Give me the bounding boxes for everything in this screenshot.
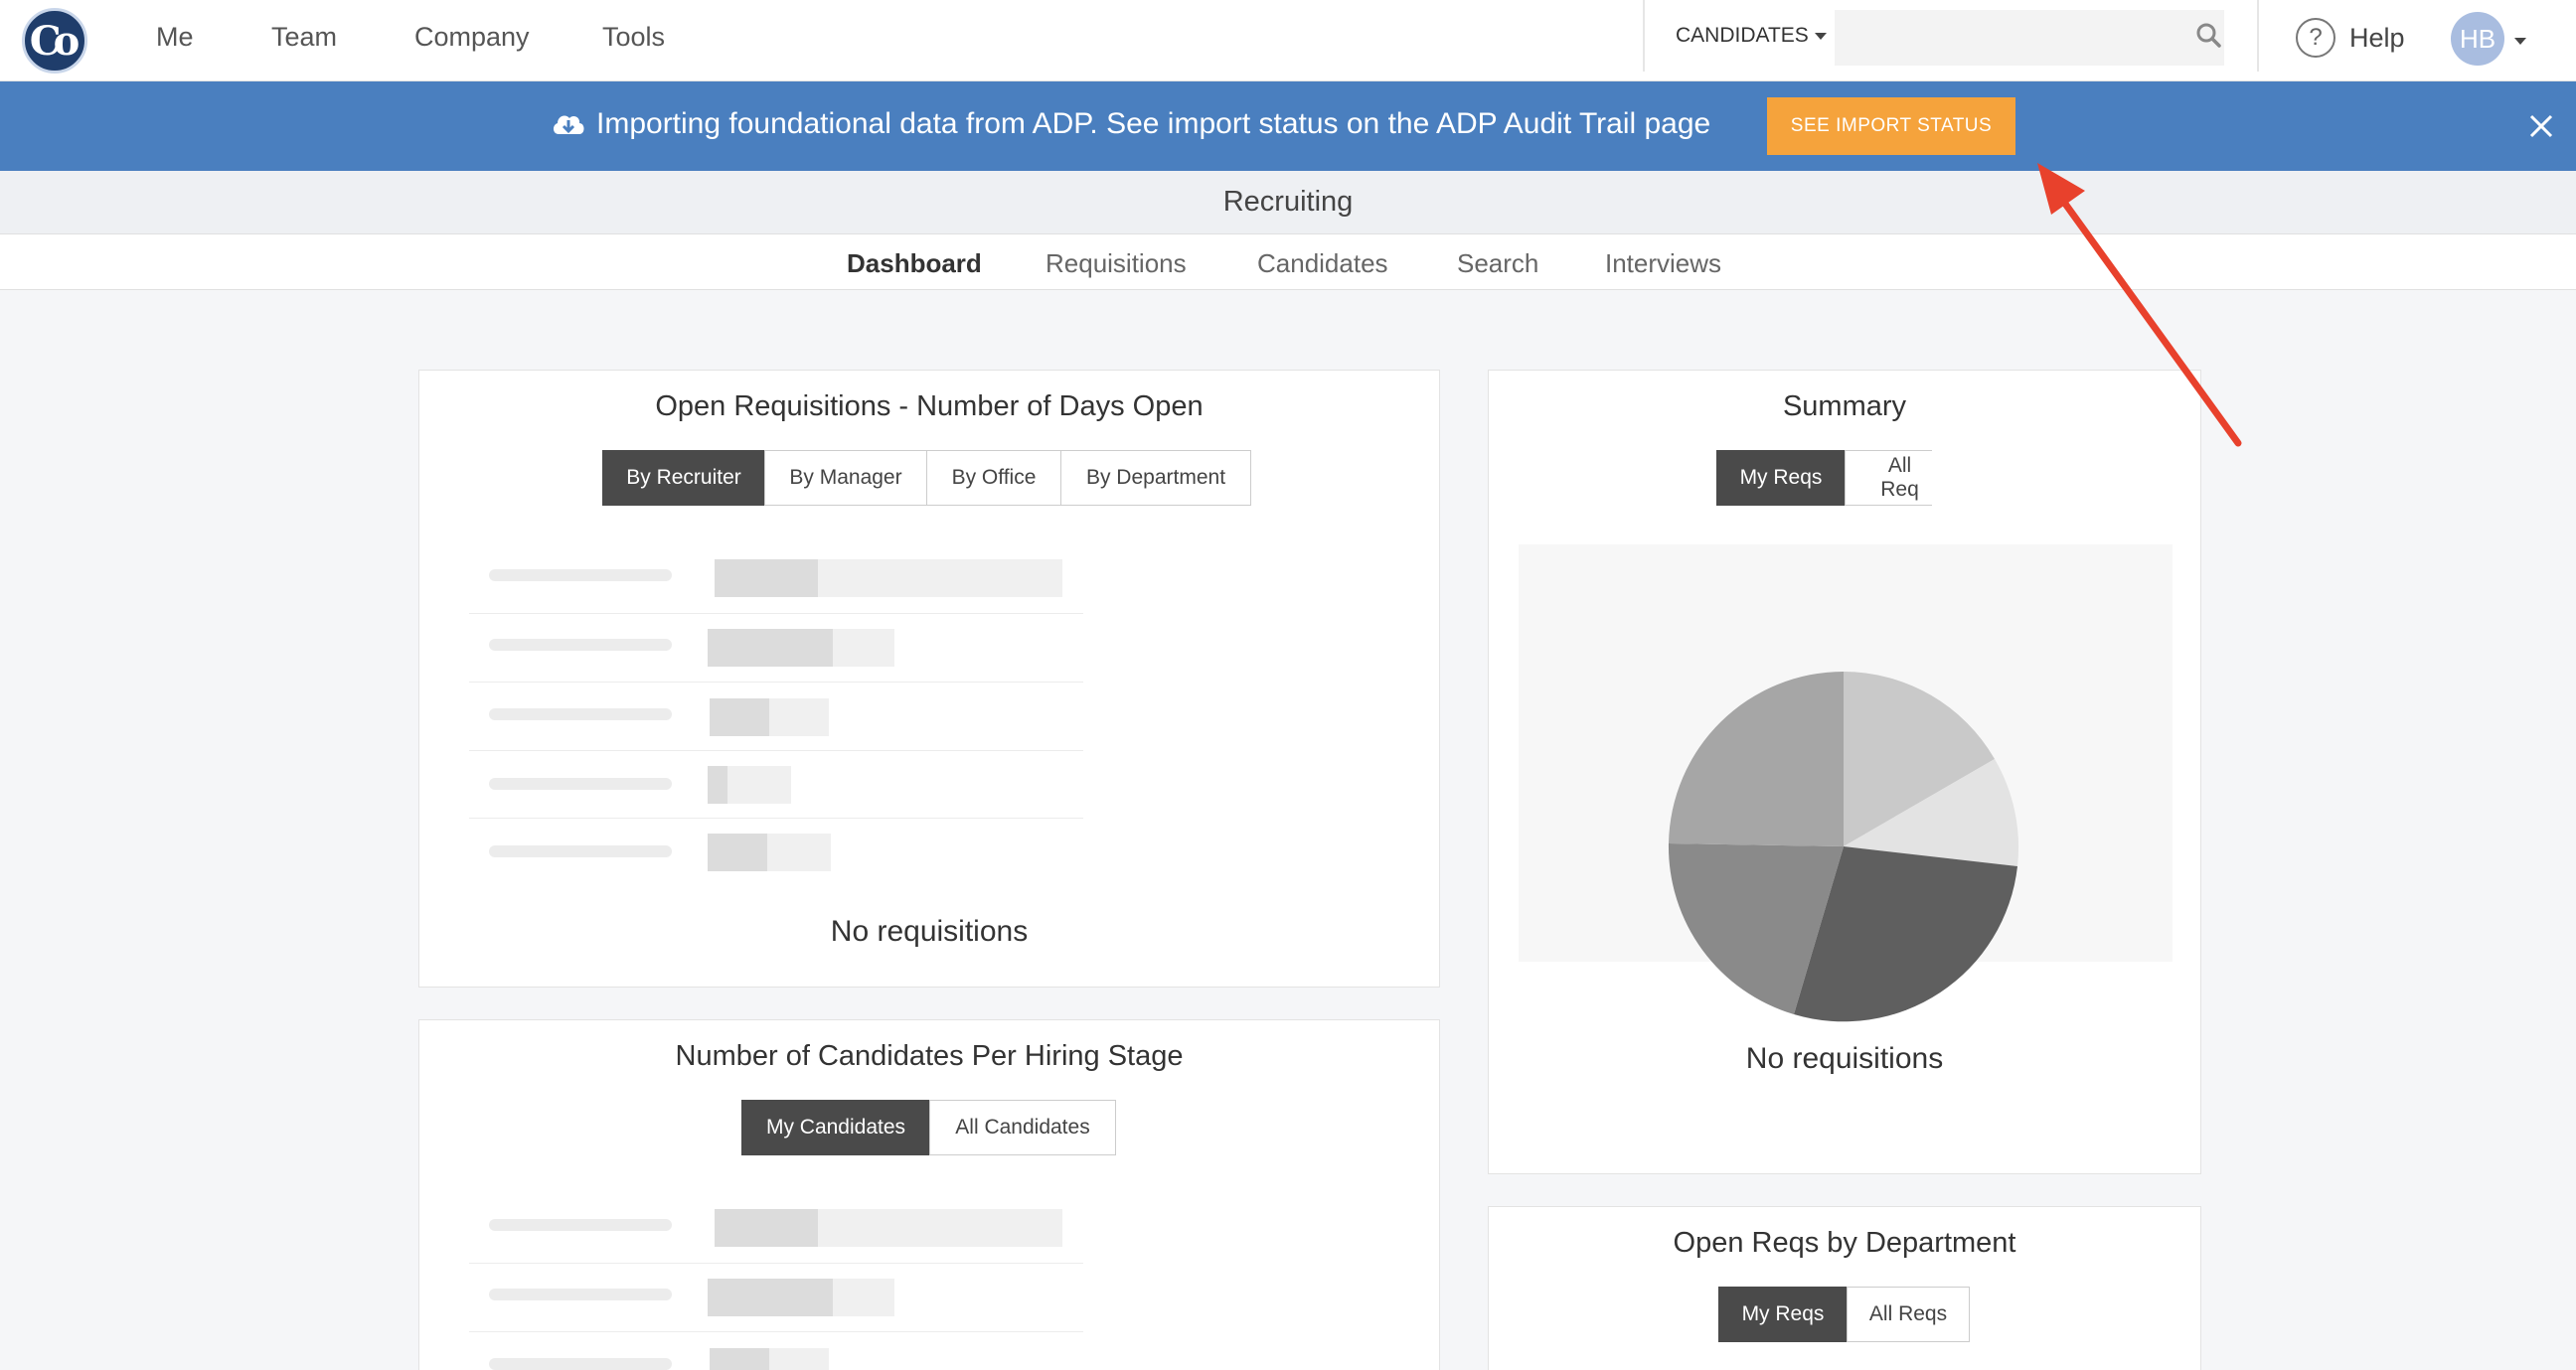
tab-interviews[interactable]: Interviews bbox=[1605, 248, 1722, 278]
placeholder-label bbox=[489, 639, 672, 651]
placeholder-label bbox=[489, 708, 672, 720]
nav-item-me[interactable]: Me bbox=[156, 22, 194, 52]
annotation-arrow-icon bbox=[2037, 163, 2242, 447]
banner-message: Importing foundational data from ADP. Se… bbox=[551, 107, 1710, 141]
card-title: Summary bbox=[1782, 390, 1907, 422]
search-input[interactable] bbox=[1835, 10, 2224, 66]
divider bbox=[469, 818, 1083, 819]
card-title: Number of Candidates Per Hiring Stage bbox=[675, 1040, 1184, 1072]
placeholder-bar bbox=[708, 629, 833, 667]
close-icon[interactable] bbox=[2528, 113, 2554, 139]
nav-item-company[interactable]: Company bbox=[414, 22, 530, 52]
company-logo[interactable]: Co bbox=[22, 8, 87, 74]
divider bbox=[469, 613, 1083, 614]
all-reqs-button[interactable]: All Req bbox=[1845, 450, 1932, 506]
placeholder-label bbox=[489, 1289, 672, 1300]
placeholder-pie-chart bbox=[1668, 672, 2019, 1022]
nav-item-team[interactable]: Team bbox=[271, 22, 338, 52]
help-label: Help bbox=[2349, 22, 2405, 53]
placeholder-bar bbox=[710, 1348, 769, 1370]
search-scope-label: CANDIDATES bbox=[1676, 24, 1809, 47]
by-office-button[interactable]: By Office bbox=[926, 450, 1061, 506]
divider bbox=[469, 682, 1083, 683]
pie-slice bbox=[1844, 759, 2019, 866]
help-link[interactable]: ? Help bbox=[2296, 18, 2405, 58]
candidates-per-stage-card: Number of Candidates Per Hiring Stage My… bbox=[418, 1019, 1440, 1370]
placeholder-bar bbox=[715, 559, 818, 597]
placeholder-label bbox=[489, 845, 672, 857]
placeholder-bar bbox=[715, 1209, 818, 1247]
search-scope-dropdown[interactable]: CANDIDATES bbox=[1676, 24, 1827, 48]
by-manager-button[interactable]: By Manager bbox=[764, 450, 927, 506]
open-reqs-filter: By Recruiter By Manager By Office By Dep… bbox=[602, 450, 1251, 506]
page-title: Recruiting bbox=[0, 171, 2576, 234]
placeholder-bar bbox=[710, 698, 769, 736]
empty-state-text: No requisitions bbox=[1745, 1042, 1944, 1075]
placeholder-label bbox=[489, 569, 672, 581]
search-icon[interactable] bbox=[2195, 22, 2221, 48]
my-reqs-button[interactable]: My Reqs bbox=[1718, 1287, 1848, 1342]
tab-candidates[interactable]: Candidates bbox=[1257, 248, 1388, 278]
recruiting-tabs: Dashboard Requisitions Candidates Search… bbox=[0, 234, 2576, 290]
card-title: Open Requisitions - Number of Days Open bbox=[655, 390, 1204, 422]
placeholder-bar bbox=[708, 1279, 833, 1316]
empty-state-text: No requisitions bbox=[830, 915, 1029, 948]
placeholder-bar bbox=[708, 834, 767, 871]
user-avatar[interactable]: HB bbox=[2451, 12, 2504, 66]
all-candidates-button[interactable]: All Candidates bbox=[929, 1100, 1116, 1155]
tab-requisitions[interactable]: Requisitions bbox=[1046, 248, 1187, 278]
card-title: Open Reqs by Department bbox=[1673, 1227, 2016, 1259]
nav-divider bbox=[2257, 0, 2259, 72]
nav-divider bbox=[1643, 0, 1645, 72]
my-candidates-button[interactable]: My Candidates bbox=[741, 1100, 930, 1155]
see-import-status-button[interactable]: SEE IMPORT STATUS bbox=[1767, 97, 2015, 155]
question-circle-icon: ? bbox=[2296, 18, 2335, 58]
banner-text: Importing foundational data from ADP. Se… bbox=[596, 107, 1711, 140]
logo-text: Co bbox=[29, 17, 80, 65]
chevron-down-icon[interactable] bbox=[2514, 38, 2526, 45]
divider bbox=[469, 1331, 1083, 1332]
placeholder-bar bbox=[708, 766, 727, 804]
import-banner: Importing foundational data from ADP. Se… bbox=[0, 81, 2576, 171]
candidates-filter: My Candidates All Candidates bbox=[741, 1100, 1116, 1155]
divider bbox=[469, 750, 1083, 751]
top-navbar: Co Me Team Company Tools CANDIDATES ? He… bbox=[0, 0, 2576, 81]
by-department-button[interactable]: By Department bbox=[1060, 450, 1251, 506]
tab-search[interactable]: Search bbox=[1457, 248, 1539, 278]
cloud-download-icon bbox=[553, 115, 584, 134]
tab-dashboard[interactable]: Dashboard bbox=[847, 248, 982, 278]
by-recruiter-button[interactable]: By Recruiter bbox=[602, 450, 765, 506]
placeholder-label bbox=[489, 1358, 672, 1370]
all-reqs-button[interactable]: All Reqs bbox=[1847, 1287, 1970, 1342]
pie-slice bbox=[1669, 672, 1844, 846]
nav-item-tools[interactable]: Tools bbox=[602, 22, 666, 52]
divider bbox=[469, 1263, 1083, 1264]
summary-filter: My Reqs All Req bbox=[1716, 450, 1932, 506]
pie-slice bbox=[1794, 846, 2017, 1022]
pie-slice bbox=[1844, 672, 1995, 846]
open-reqs-by-department-card: Open Reqs by Department My Reqs All Reqs bbox=[1488, 1206, 2201, 1370]
pie-slice bbox=[1668, 843, 1844, 1014]
my-reqs-button[interactable]: My Reqs bbox=[1716, 450, 1846, 506]
placeholder-label bbox=[489, 778, 672, 790]
chevron-down-icon bbox=[1814, 32, 1827, 40]
dept-filter: My Reqs All Reqs bbox=[1718, 1287, 1970, 1342]
placeholder-label bbox=[489, 1219, 672, 1231]
open-requisitions-card: Open Requisitions - Number of Days Open … bbox=[418, 370, 1440, 988]
